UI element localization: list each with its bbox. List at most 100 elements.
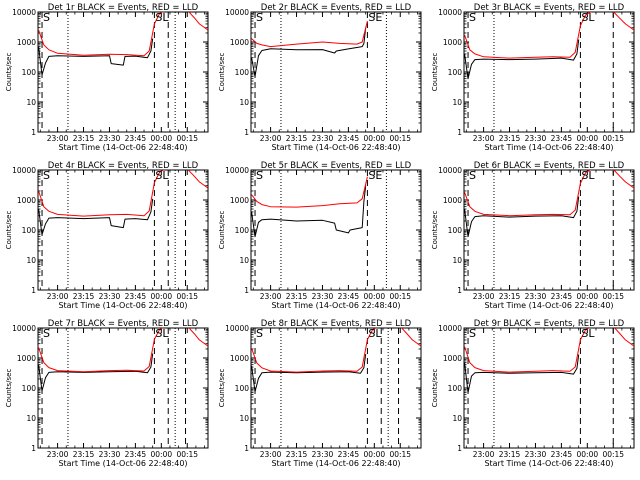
y-tick-label: 100 bbox=[448, 226, 463, 235]
series-black-events bbox=[464, 39, 580, 80]
y-tick-label: 1000 bbox=[17, 38, 36, 47]
series-black-events bbox=[38, 38, 154, 76]
flag-label: SL bbox=[581, 169, 595, 182]
y-tick-label: 1000 bbox=[443, 196, 462, 205]
y-axis-label: Counts/sec bbox=[218, 369, 226, 408]
x-tick-label: 23:15 bbox=[499, 134, 521, 143]
x-tick-label: 23:00 bbox=[47, 450, 69, 459]
panel-3: Det 3r BLACK = Events, RED = LLD 1 10 100 10… bbox=[431, 3, 635, 152]
flag-label: S bbox=[469, 11, 476, 24]
x-tick-label: 23:15 bbox=[286, 450, 308, 459]
series-red-lld bbox=[251, 20, 368, 48]
x-tick-label: 23:45 bbox=[551, 134, 573, 143]
flag-label: SL bbox=[581, 11, 595, 24]
x-axis-label: Start Time (14-Oct-06 22:48:40) bbox=[484, 301, 613, 310]
y-tick-label: 100 bbox=[448, 384, 463, 393]
x-tick-label: 00:15 bbox=[602, 450, 624, 459]
panel-title: Det 6r BLACK = Events, RED = LLD bbox=[474, 161, 625, 171]
series-red-lld bbox=[464, 328, 634, 373]
y-axis-label: Counts/sec bbox=[218, 53, 226, 92]
x-tick-label: 00:15 bbox=[389, 292, 411, 301]
panel-1: Det 1r BLACK = Events, RED = LLD 1 10 100 10… bbox=[5, 3, 209, 152]
x-tick-label: 23:00 bbox=[260, 292, 282, 301]
x-tick-label: 23:45 bbox=[125, 450, 147, 459]
series-black-events bbox=[38, 198, 154, 236]
y-axis-label: Counts/sec bbox=[431, 53, 439, 92]
panel-2: Det 2r BLACK = Events, RED = LLD 1 10 100 10… bbox=[218, 3, 422, 152]
x-axis-label: Start Time (14-Oct-06 22:48:40) bbox=[58, 301, 187, 310]
data-layer bbox=[251, 12, 387, 132]
panel-title: Det 5r BLACK = Events, RED = LLD bbox=[261, 161, 412, 171]
y-tick-label: 1000 bbox=[230, 196, 249, 205]
x-axis-label: Start Time (14-Oct-06 22:48:40) bbox=[58, 143, 187, 152]
y-axis-label: Counts/sec bbox=[218, 211, 226, 250]
x-axis-label: Start Time (14-Oct-06 22:48:40) bbox=[271, 143, 400, 152]
x-tick-label: 00:00 bbox=[151, 134, 173, 143]
y-tick-label: 100 bbox=[235, 384, 250, 393]
data-layer bbox=[38, 328, 208, 448]
panel-title: Det 8r BLACK = Events, RED = LLD bbox=[261, 319, 412, 329]
y-axis-label: Counts/sec bbox=[431, 369, 439, 408]
plot-frame bbox=[250, 11, 422, 133]
y-tick-label: 10000 bbox=[438, 166, 462, 175]
panel-title: Det 2r BLACK = Events, RED = LLD bbox=[261, 3, 412, 13]
y-tick-label: 1000 bbox=[17, 354, 36, 363]
flag-label: S bbox=[43, 327, 50, 340]
x-tick-label: 00:15 bbox=[176, 450, 198, 459]
x-tick-label: 23:15 bbox=[73, 292, 95, 301]
y-tick-label: 10 bbox=[452, 256, 462, 265]
x-tick-label: 23:30 bbox=[312, 450, 334, 459]
x-tick-label: 23:00 bbox=[473, 292, 495, 301]
x-tick-label: 23:30 bbox=[525, 292, 547, 301]
x-tick-label: 23:15 bbox=[286, 134, 308, 143]
y-tick-label: 1 bbox=[244, 286, 249, 295]
x-tick-label: 23:15 bbox=[73, 134, 95, 143]
y-tick-label: 10000 bbox=[12, 324, 36, 333]
flag-label: S bbox=[43, 11, 50, 24]
x-axis-label: Start Time (14-Oct-06 22:48:40) bbox=[484, 459, 613, 468]
panel-title: Det 1r BLACK = Events, RED = LLD bbox=[48, 3, 199, 13]
y-tick-label: 10 bbox=[239, 98, 249, 107]
panel-6: Det 6r BLACK = Events, RED = LLD 1 10 100 10… bbox=[431, 161, 635, 310]
x-axis-label: Start Time (14-Oct-06 22:48:40) bbox=[271, 301, 400, 310]
x-tick-label: 00:00 bbox=[364, 292, 386, 301]
y-tick-label: 10000 bbox=[225, 324, 249, 333]
flag-label: SL bbox=[155, 11, 169, 24]
y-tick-label: 1 bbox=[457, 286, 462, 295]
y-tick-label: 1 bbox=[457, 444, 462, 453]
series-red-lld bbox=[251, 176, 368, 208]
x-tick-label: 23:30 bbox=[312, 292, 334, 301]
series-red-lld bbox=[464, 12, 634, 59]
x-tick-label: 23:45 bbox=[551, 292, 573, 301]
y-tick-label: 10000 bbox=[12, 166, 36, 175]
y-tick-label: 10 bbox=[239, 414, 249, 423]
x-tick-label: 23:30 bbox=[99, 292, 121, 301]
x-tick-label: 23:45 bbox=[338, 134, 360, 143]
y-axis-label: Counts/sec bbox=[5, 369, 13, 408]
x-tick-label: 23:00 bbox=[47, 292, 69, 301]
series-black-events bbox=[251, 354, 367, 393]
data-layer bbox=[38, 170, 208, 290]
x-tick-label: 23:30 bbox=[99, 450, 121, 459]
x-tick-label: 23:30 bbox=[99, 134, 121, 143]
data-layer bbox=[464, 328, 634, 448]
plot-frame bbox=[463, 169, 635, 291]
y-tick-label: 100 bbox=[22, 226, 37, 235]
y-tick-label: 100 bbox=[235, 226, 250, 235]
y-tick-label: 1 bbox=[244, 128, 249, 137]
y-tick-label: 1 bbox=[457, 128, 462, 137]
flag-label: SE bbox=[368, 11, 382, 24]
plot-frame bbox=[250, 327, 422, 449]
y-tick-label: 1 bbox=[31, 444, 36, 453]
y-tick-label: 1000 bbox=[443, 38, 462, 47]
data-layer bbox=[38, 12, 208, 132]
plot-frame bbox=[37, 11, 209, 133]
panel-5: Det 5r BLACK = Events, RED = LLD 1 10 100 10… bbox=[218, 161, 422, 310]
x-tick-label: 00:00 bbox=[577, 450, 599, 459]
series-black-events bbox=[464, 196, 580, 238]
plot-frame bbox=[37, 169, 209, 291]
y-axis-label: Counts/sec bbox=[431, 211, 439, 250]
x-tick-label: 00:15 bbox=[389, 134, 411, 143]
y-tick-label: 100 bbox=[22, 68, 37, 77]
y-tick-label: 100 bbox=[448, 68, 463, 77]
